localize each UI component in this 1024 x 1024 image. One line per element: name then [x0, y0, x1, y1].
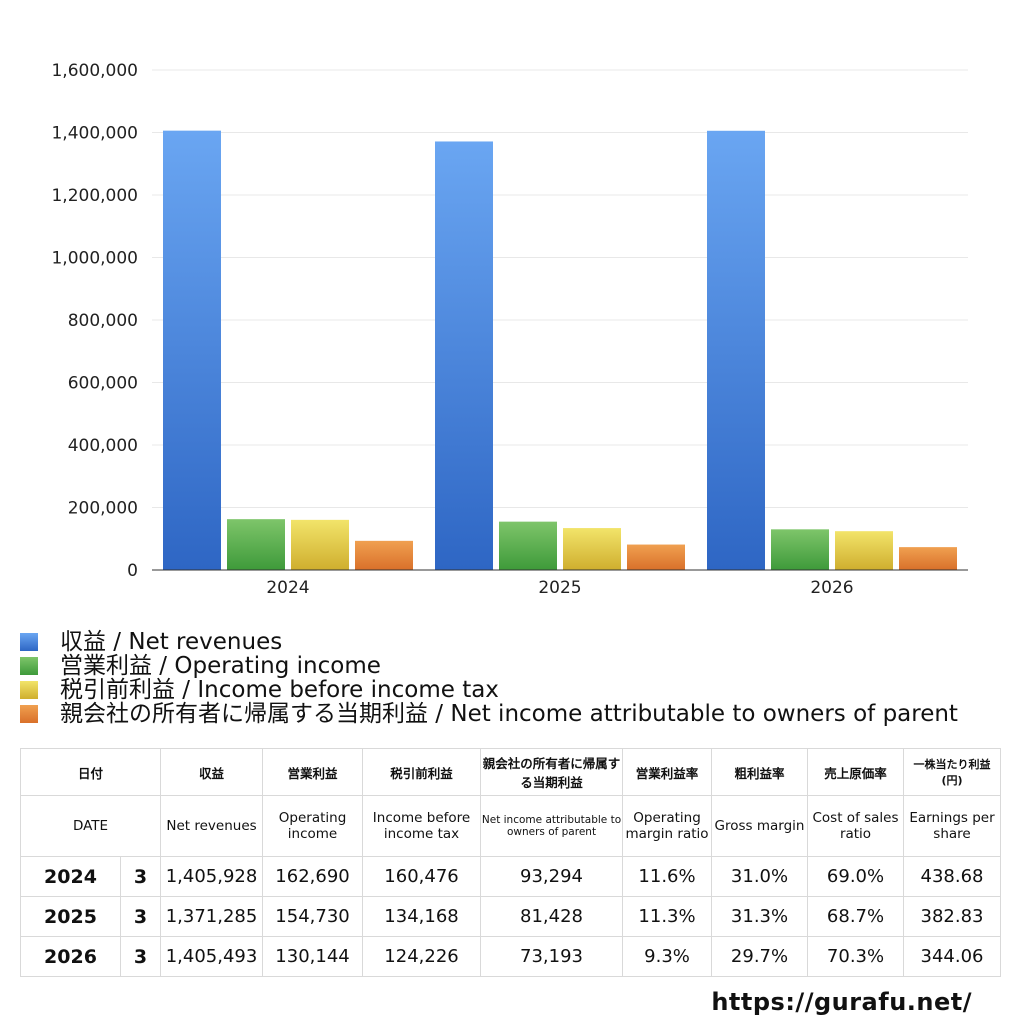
x-tick-label: 2025: [538, 578, 581, 598]
legend-label-net-income: 親会社の所有者に帰属する当期利益 / Net income attributab…: [60, 701, 958, 727]
cell-operating-margin: 11.3%: [622, 896, 713, 937]
table-row: 2026 3 1,405,493 130,144 124,226 73,193 …: [20, 936, 1002, 977]
bars: [163, 130, 957, 570]
cell-income-before-tax: 124,226: [362, 936, 482, 977]
legend-swatch-income-before-tax: [20, 681, 38, 699]
cell-cost-ratio: 68.7%: [807, 896, 905, 937]
legend-swatch-net-income: [20, 705, 38, 723]
cell-gross-margin: 31.3%: [711, 896, 809, 937]
header-net-revenues-en: Net revenues: [160, 795, 264, 857]
legend-item-operating-income: 営業利益 / Operating income: [20, 654, 958, 678]
y-tick-label: 1,200,000: [51, 186, 138, 206]
cell-net-revenues: 1,405,928: [160, 856, 264, 897]
bar-chart: 0 200,000 400,000 600,000 800,000 1,000,000 1,…: [51, 61, 968, 598]
header-eps-en: Earnings per share: [903, 795, 1002, 857]
table-header-ja: 日付 収益 営業利益 税引前利益 親会社の所有者に帰属する当期利益 営業利益率 …: [19, 748, 1002, 796]
legend-swatch-net-revenues: [20, 633, 38, 651]
cell-operating-margin: 11.6%: [622, 856, 713, 897]
x-tick-label: 2024: [266, 578, 309, 598]
header-net-revenues-ja: 収益: [160, 748, 264, 796]
cell-cost-ratio: 70.3%: [807, 936, 905, 977]
header-cost-ratio-ja: 売上原価率: [807, 748, 905, 796]
header-net-income-en: Net income attributable to owners of par…: [480, 795, 624, 857]
bar-2026-series-2: [835, 531, 893, 570]
legend-swatch-operating-income: [20, 657, 38, 675]
header-date-ja: 日付: [19, 748, 162, 796]
header-income-before-tax-en: Income before income tax: [362, 795, 482, 857]
legend-item-net-income: 親会社の所有者に帰属する当期利益 / Net income attributab…: [20, 702, 958, 726]
y-axis-ticks: 0 200,000 400,000 600,000 800,000 1,000,000 1,…: [51, 61, 138, 581]
table-row: 2024 3 1,405,928 162,690 160,476 93,294 …: [20, 856, 1002, 897]
bar-2026-series-3: [899, 547, 957, 570]
bar-2025-series-2: [563, 528, 621, 570]
bar-2024-series-1: [227, 519, 285, 570]
cell-year: 2024: [20, 856, 121, 897]
table-header-en: DATE Net revenues Operating income Incom…: [19, 795, 1002, 857]
y-tick-label: 1,000,000: [51, 249, 138, 269]
cell-eps: 344.06: [903, 936, 1002, 977]
header-eps-ja: 一株当たり利益(円): [903, 748, 1002, 796]
legend-label-income-before-tax: 税引前利益 / Income before income tax: [60, 677, 499, 703]
cell-year: 2026: [20, 936, 121, 977]
cell-year: 2025: [20, 896, 121, 937]
header-operating-margin-ja: 営業利益率: [622, 748, 713, 796]
bar-2025-series-1: [499, 521, 557, 570]
bar-2024-series-2: [291, 519, 349, 570]
bar-2024-series-0: [163, 130, 221, 570]
y-tick-label: 1,400,000: [51, 124, 138, 144]
cell-operating-margin: 9.3%: [622, 936, 713, 977]
y-tick-label: 400,000: [68, 436, 138, 456]
header-operating-income-en: Operating income: [262, 795, 364, 857]
y-tick-label: 200,000: [68, 499, 138, 519]
legend-item-net-revenues: 収益 / Net revenues: [20, 630, 958, 654]
financial-table: 日付 収益 営業利益 税引前利益 親会社の所有者に帰属する当期利益 営業利益率 …: [19, 748, 1002, 977]
table-row: 2025 3 1,371,285 154,730 134,168 81,428 …: [20, 896, 1002, 937]
bar-2025-series-3: [627, 544, 685, 570]
gridlines: [152, 69, 968, 508]
cell-income-before-tax: 134,168: [362, 896, 482, 937]
y-tick-label: 600,000: [68, 374, 138, 394]
cell-month: 3: [119, 896, 162, 937]
cell-net-income: 93,294: [480, 856, 624, 897]
cell-cost-ratio: 69.0%: [807, 856, 905, 897]
legend-label-net-revenues: 収益 / Net revenues: [60, 629, 283, 655]
legend-item-income-before-tax: 税引前利益 / Income before income tax: [20, 678, 958, 702]
header-net-income-ja: 親会社の所有者に帰属する当期利益: [480, 748, 624, 796]
header-operating-margin-en: Operating margin ratio: [622, 795, 713, 857]
bar-2026-series-1: [771, 529, 829, 570]
cell-net-revenues: 1,371,285: [160, 896, 264, 937]
cell-operating-income: 154,730: [262, 896, 364, 937]
x-tick-label: 2026: [810, 578, 853, 598]
legend: 収益 / Net revenues 営業利益 / Operating incom…: [20, 630, 958, 726]
x-axis-ticks: 2024 2025 2026: [266, 578, 853, 598]
cell-income-before-tax: 160,476: [362, 856, 482, 897]
cell-eps: 438.68: [903, 856, 1002, 897]
header-operating-income-ja: 営業利益: [262, 748, 364, 796]
header-income-before-tax-ja: 税引前利益: [362, 748, 482, 796]
cell-net-income: 81,428: [480, 896, 624, 937]
cell-operating-income: 130,144: [262, 936, 364, 977]
y-tick-label: 0: [127, 561, 138, 581]
header-cost-ratio-en: Cost of sales ratio: [807, 795, 905, 857]
y-tick-label: 1,600,000: [51, 61, 138, 81]
source-url: https://gurafu.net/: [711, 988, 972, 1016]
y-tick-label: 800,000: [68, 311, 138, 331]
cell-operating-income: 162,690: [262, 856, 364, 897]
header-gross-margin-ja: 粗利益率: [711, 748, 809, 796]
bar-2025-series-0: [435, 141, 493, 570]
header-date-en: DATE: [19, 795, 162, 857]
cell-month: 3: [119, 936, 162, 977]
cell-gross-margin: 29.7%: [711, 936, 809, 977]
cell-month: 3: [119, 856, 162, 897]
cell-gross-margin: 31.0%: [711, 856, 809, 897]
cell-net-income: 73,193: [480, 936, 624, 977]
cell-eps: 382.83: [903, 896, 1002, 937]
header-gross-margin-en: Gross margin: [711, 795, 809, 857]
cell-net-revenues: 1,405,493: [160, 936, 264, 977]
bar-2026-series-0: [707, 130, 765, 570]
legend-label-operating-income: 営業利益 / Operating income: [60, 653, 381, 679]
bar-2024-series-3: [355, 540, 413, 570]
